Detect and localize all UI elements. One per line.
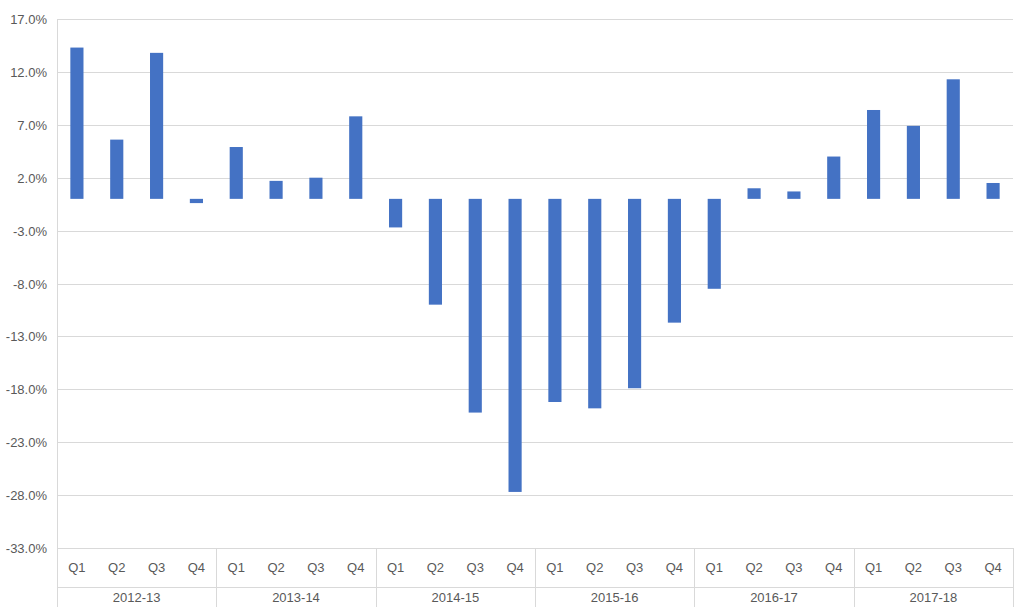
grid-line (57, 284, 1013, 285)
y-tick-label: 7.0% (17, 118, 47, 133)
chart: 17.0% 12.0% 7.0% 2.0% -3.0% -8.0% -13.0% -18.0%… (0, 0, 1021, 611)
x-tick-label: Q3 (307, 560, 324, 575)
bar (230, 147, 243, 199)
bar (349, 116, 362, 199)
x-tick-label: Q1 (387, 560, 404, 575)
x-tick-label: Q2 (905, 560, 922, 575)
bar (110, 140, 123, 199)
x-tick-label: Q1 (546, 560, 563, 575)
bar (270, 181, 283, 199)
group-label: 2017-18 (909, 590, 957, 605)
grid-line (57, 72, 1013, 73)
x-tick-label: Q2 (108, 560, 125, 575)
bar (867, 110, 880, 199)
x-tick-label: Q2 (745, 560, 762, 575)
bar (389, 199, 402, 228)
group-separator (216, 548, 217, 607)
bar (787, 191, 800, 198)
bar (907, 126, 920, 199)
y-tick-label: -18.0% (6, 382, 48, 397)
group-label: 2016-17 (750, 590, 798, 605)
x-tick-label: Q1 (228, 560, 245, 575)
y-axis-line (57, 19, 58, 548)
group-separator (535, 548, 536, 607)
group-separator (1013, 548, 1014, 607)
bar (628, 199, 641, 388)
x-tick-label: Q1 (865, 560, 882, 575)
grid (57, 20, 1013, 549)
bar (588, 199, 601, 408)
x-tick-label: Q1 (706, 560, 723, 575)
y-tick-label: -13.0% (6, 329, 48, 344)
y-tick-label: -23.0% (6, 435, 48, 450)
x-tick-label: Q4 (984, 560, 1001, 575)
bar (150, 53, 163, 199)
x-tick-label: Q3 (467, 560, 484, 575)
category-axis: Q1 Q2 Q3 Q4 Q1 Q2 Q3 Q4 Q1 Q2 Q3 Q4 Q1 Q2 Q3 Q4 Q1 Q2 Q3 Q4… (57, 548, 1014, 607)
x-tick-label: Q4 (506, 560, 523, 575)
bar (509, 199, 522, 492)
x-tick-label: Q4 (825, 560, 842, 575)
bar (429, 199, 442, 305)
grid-line (57, 442, 1013, 443)
bar (469, 199, 482, 413)
bar (668, 199, 681, 323)
y-tick-label: 12.0% (10, 65, 47, 80)
group-separator (57, 548, 58, 607)
y-tick-label: -8.0% (13, 277, 47, 292)
grid-line (57, 336, 1013, 337)
group-separator (694, 548, 695, 607)
grid-line (57, 389, 1013, 390)
bar (748, 188, 761, 199)
grid-line (57, 495, 1013, 496)
y-tick-label: -3.0% (13, 224, 47, 239)
x-tick-label: Q4 (188, 560, 205, 575)
group-separator (854, 548, 855, 607)
bar (70, 48, 83, 199)
y-tick-label: 2.0% (17, 171, 47, 186)
y-tick-label: 17.0% (10, 12, 47, 27)
x-tick-label: Q4 (347, 560, 364, 575)
x-tick-label: Q4 (666, 560, 683, 575)
grid-line (57, 231, 1013, 232)
x-tick-label: Q3 (148, 560, 165, 575)
x-tick-label: Q3 (626, 560, 643, 575)
x-tick-label: Q2 (267, 560, 284, 575)
y-tick-label: -28.0% (6, 488, 48, 503)
bar (708, 199, 721, 289)
grid-line (57, 19, 1013, 20)
group-label: 2015-16 (591, 590, 639, 605)
bar (309, 178, 322, 199)
group-label: 2014-15 (431, 590, 479, 605)
bar (190, 199, 203, 203)
x-tick-label: Q3 (785, 560, 802, 575)
x-tick-label: Q1 (68, 560, 85, 575)
bar (987, 183, 1000, 199)
bar (827, 157, 840, 199)
bar (548, 199, 561, 402)
y-tick-label: -33.0% (6, 541, 48, 556)
x-tick-label: Q2 (427, 560, 444, 575)
x-tick-label: Q3 (945, 560, 962, 575)
x-tick-label: Q2 (586, 560, 603, 575)
group-label: 2012-13 (113, 590, 161, 605)
bar (947, 79, 960, 199)
bars (70, 48, 999, 492)
group-label: 2013-14 (272, 590, 320, 605)
group-separator (376, 548, 377, 607)
